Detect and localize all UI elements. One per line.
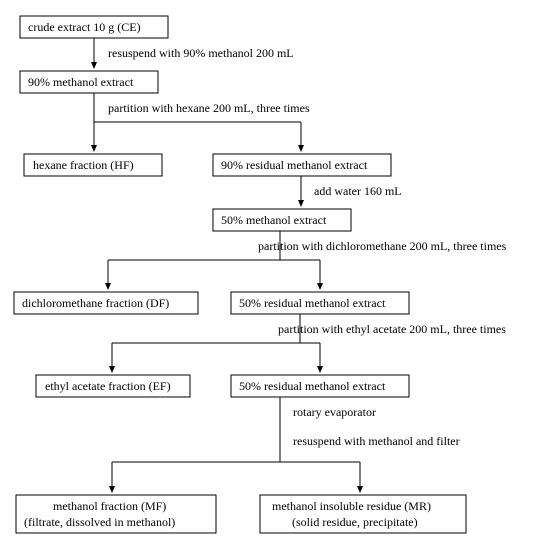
edge-9-label-b: resuspend with methanol and filter [293,434,460,448]
edge-4-label: add water 160 mL [314,184,402,198]
node-crude-extract-label: crude extract 10 g (CE) [28,20,141,34]
node-methanol-fraction-label-b: (filtrate, dissolved in methanol) [24,515,175,529]
node-residual-50-b-label: 50% residual methanol extract [239,379,386,393]
node-methanol-residue-label-b: (solid residue, precipitate) [292,515,418,529]
node-residual-90-label: 90% residual methanol extract [221,158,368,172]
edge-7-label: partition with ethyl acetate 200 mL, thr… [278,322,506,336]
node-ea-fraction-label: ethyl acetate fraction (EF) [45,379,171,393]
edge-5-label: partition with dichloromethane 200 mL, t… [258,239,507,253]
node-hexane-fraction-label: hexane fraction (HF) [33,158,134,172]
node-methanol-fraction-label-a: methanol fraction (MF) [53,499,166,513]
node-dcm-fraction-label: dichloromethane fraction (DF) [22,296,169,310]
node-methanol-50-label: 50% methanol extract [221,213,327,227]
edge-9-label-a: rotary evaporator [293,405,376,419]
node-residual-50-a-label: 50% residual methanol extract [239,296,386,310]
edge-2-label: partition with hexane 200 mL, three time… [108,101,310,115]
node-methanol-90-label: 90% methanol extract [28,75,134,89]
node-methanol-residue-label-a: methanol insoluble residue (MR) [272,499,431,513]
edge-1-label: resuspend with 90% methanol 200 mL [108,46,294,60]
